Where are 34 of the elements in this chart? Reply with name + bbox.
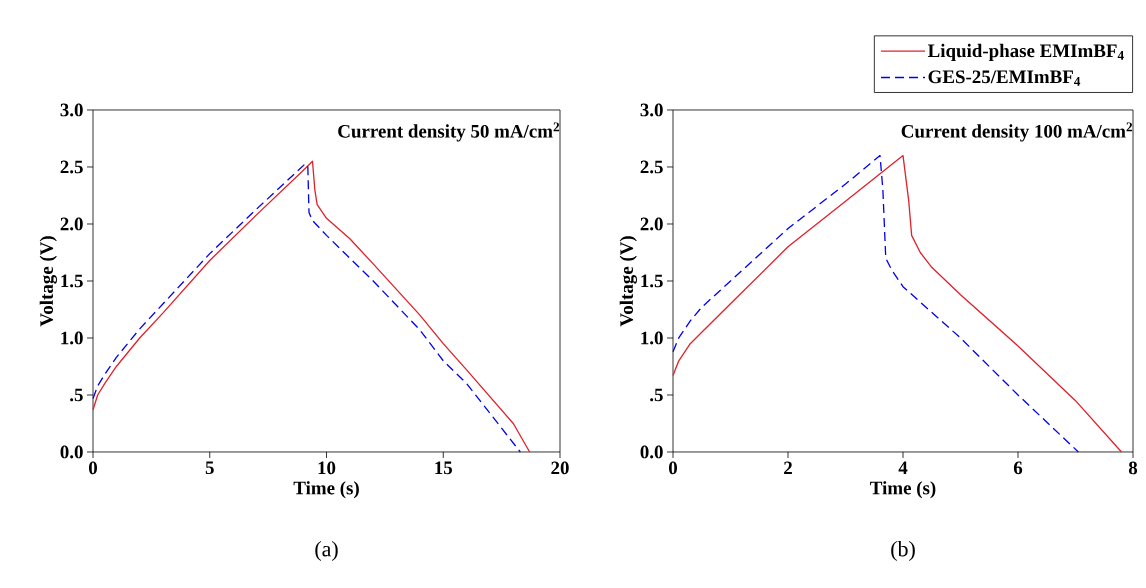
y-axis-title: Voltage (V) <box>619 236 637 327</box>
text: (a) <box>315 541 338 561</box>
y-tick-label: 3.0 <box>640 103 663 117</box>
y-tick-label: 0.0 <box>60 445 83 459</box>
x-tick-label: 15 <box>435 461 453 475</box>
x-tick-label: 5 <box>205 461 214 475</box>
x-tick-label: 6 <box>1013 461 1023 475</box>
x-tick-label: 20 <box>551 461 569 475</box>
x-tick-label: 4 <box>898 461 908 474</box>
x-tick-label: 0 <box>669 461 678 475</box>
y-tick-label: 1.0 <box>61 331 83 345</box>
x-tick-label: 10 <box>318 461 336 475</box>
y-tick-label: 2.0 <box>640 217 663 231</box>
y-tick-label: 2.0 <box>60 217 83 231</box>
y-tick-label: .5 <box>650 388 663 402</box>
text: (b) <box>891 541 915 561</box>
annotation: Current density 100 mA/cm$^{2}$ <box>901 122 1133 142</box>
x-axis-title: Time (s) <box>293 481 359 499</box>
x-tick-label: 0 <box>89 461 98 475</box>
legend-label: Liquid-phase EMImBF$_{4}$ <box>927 43 1124 62</box>
annotation: Current density 50 mA/cm$^{2}$ <box>338 122 560 142</box>
legend-label: GES-25/EMImBF$_{4}$ <box>928 70 1081 86</box>
y-tick-label: 1.5 <box>61 274 83 288</box>
y-tick-label: 2.5 <box>640 160 663 174</box>
y-tick-label: .5 <box>70 388 83 402</box>
y-tick-label: 0.0 <box>640 445 663 459</box>
y-tick-label: 2.5 <box>60 160 83 174</box>
y-axis-title: Voltage (V) <box>39 236 57 327</box>
y-tick-label: 3.0 <box>60 103 83 117</box>
y-tick-label: 1.5 <box>641 274 663 288</box>
x-tick-label: 8 <box>1128 461 1138 475</box>
y-tick-label: 1.0 <box>641 331 663 345</box>
x-tick-label: 2 <box>784 461 792 475</box>
x-axis-title: Time (s) <box>870 481 936 499</box>
